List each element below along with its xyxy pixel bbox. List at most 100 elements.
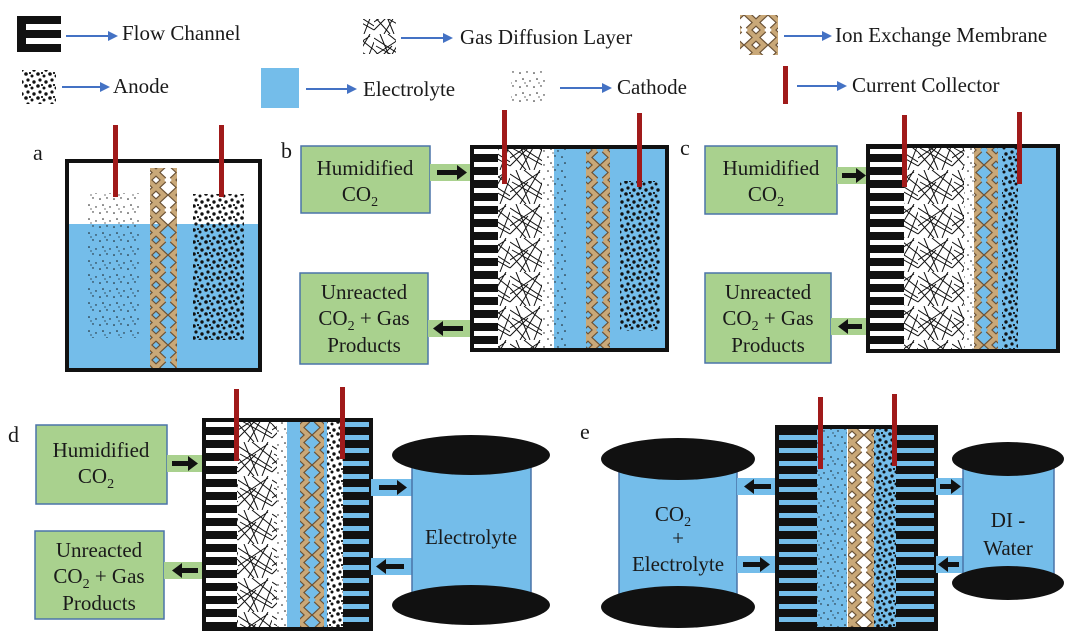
- cathode-layer: [277, 420, 287, 629]
- anode-icon: [22, 70, 56, 104]
- cathode-layer: [964, 146, 976, 351]
- current-collector: [502, 110, 507, 184]
- gas-diffusion-layer-icon: [363, 19, 396, 54]
- legend-flow-channel-label: Flow Channel: [122, 21, 241, 45]
- panel-e: e CO2 + Electrolyte DI -: [580, 394, 1064, 631]
- panel-c-label: c: [680, 135, 690, 160]
- inlet-sub: 2: [777, 195, 784, 210]
- anode-electrode: [620, 181, 660, 331]
- cathode-layer: [554, 147, 566, 350]
- inlet-box: Humidified CO2: [300, 145, 431, 214]
- outlet-sub: 2: [348, 319, 355, 334]
- co2-electrolyte-tank: CO2 + Electrolyte: [601, 438, 755, 628]
- svg-text:CO2: CO2: [655, 502, 691, 530]
- cell-wall: [470, 145, 669, 352]
- panel-e-label: e: [580, 419, 590, 444]
- ion-exchange-membrane: [150, 168, 177, 368]
- panel-b-label: b: [281, 138, 292, 163]
- outlet-line1: Unreacted: [56, 538, 143, 562]
- ion-exchange-membrane: [586, 147, 610, 350]
- svg-text:CO2: CO2: [342, 182, 378, 210]
- flow-channel: [868, 146, 904, 351]
- inlet-co: CO: [342, 182, 371, 206]
- ion-exchange-membrane: [848, 427, 874, 629]
- current-collector: [234, 389, 239, 461]
- water-out-arrow: [938, 557, 959, 572]
- water-in-arrow: [940, 479, 961, 494]
- outlet-line3: Products: [62, 591, 136, 615]
- gas-diffusion-layer: [237, 420, 277, 629]
- feed-arrow: [743, 557, 770, 572]
- electrolyte-tank: Electrolyte: [392, 435, 550, 625]
- anode-electrode: [327, 420, 343, 629]
- inlet-line1: Humidified: [723, 156, 820, 180]
- tank-co: CO: [655, 502, 684, 526]
- panel-d: d Humidified CO2 Unreacted CO2 + Gas Pro…: [8, 387, 550, 631]
- panel-d-label: d: [8, 422, 19, 447]
- electrolyte-out-arrow: [379, 480, 407, 495]
- panel-a: a: [33, 125, 262, 372]
- current-collector: [892, 394, 897, 466]
- outlet-line1: Unreacted: [725, 280, 812, 304]
- outlet-arrow: [433, 321, 463, 336]
- ion-exchange-membrane: [300, 420, 324, 629]
- outlet-line1: Unreacted: [321, 280, 408, 304]
- current-collector: [219, 125, 224, 197]
- cell-wall: [775, 425, 938, 631]
- di-water-tank: DI - Water: [952, 442, 1064, 600]
- flow-channel: [472, 147, 498, 350]
- legend-ion-exchange-membrane-label: Ion Exchange Membrane: [835, 23, 1047, 47]
- panel-c: c Humidified CO2 Unreacted CO2 + Gas Pro…: [680, 112, 1060, 364]
- tank-sub: 2: [684, 515, 691, 530]
- current-collector: [902, 115, 907, 187]
- legend-cathode-label: Cathode: [617, 75, 687, 99]
- inlet-arrow: [842, 168, 866, 183]
- inlet-line1: Humidified: [317, 156, 414, 180]
- flow-channel: [777, 427, 817, 629]
- inlet-sub: 2: [107, 477, 114, 492]
- cell-wall: [202, 418, 373, 631]
- electrolyte-icon: [261, 68, 299, 108]
- outlet-co: CO: [318, 306, 347, 330]
- cathode-electrode: [193, 194, 244, 340]
- svg-text:CO2 + Gas: CO2 + Gas: [53, 564, 144, 592]
- outlet-box: Unreacted CO2 + Gas Products: [299, 272, 429, 365]
- outlet-box: Unreacted CO2 + Gas Products: [34, 530, 165, 620]
- flow-channel-icon: [17, 16, 61, 52]
- cell-wall: [65, 159, 262, 372]
- inlet-sub: 2: [371, 195, 378, 210]
- gas-diffusion-layer: [904, 146, 964, 351]
- ion-exchange-membrane: [974, 146, 998, 351]
- inlet-box: Humidified CO2: [704, 145, 838, 215]
- tank-line1: DI -: [991, 508, 1025, 532]
- panel-b: b Humidified CO2 Unreacted CO2 + Gas Pro…: [281, 110, 669, 365]
- svg-text:CO2: CO2: [748, 182, 784, 210]
- inlet-arrow: [172, 456, 198, 471]
- outlet-co: CO: [722, 306, 751, 330]
- outlet-gas: + Gas: [759, 306, 814, 330]
- current-collector: [113, 125, 118, 197]
- cathode-layer: [542, 147, 554, 350]
- tank-label: Electrolyte: [425, 525, 517, 549]
- outlet-co: CO: [53, 564, 82, 588]
- svg-text:CO2 + Gas: CO2 + Gas: [318, 306, 409, 334]
- outlet-gas: + Gas: [355, 306, 410, 330]
- flow-channel: [204, 420, 237, 629]
- outlet-arrow: [172, 563, 198, 578]
- outlet-line3: Products: [731, 333, 805, 357]
- tank-line2: Water: [983, 536, 1033, 560]
- svg-text:CO2: CO2: [78, 464, 114, 492]
- current-collector: [1017, 112, 1022, 184]
- outlet-sub: 2: [83, 577, 90, 592]
- electrolyte-in-arrow: [376, 559, 404, 574]
- tank-electrolyte: Electrolyte: [632, 552, 724, 576]
- inlet-co: CO: [78, 464, 107, 488]
- svg-text:CO2 + Gas: CO2 + Gas: [722, 306, 813, 334]
- legend-electrolyte-label: Electrolyte: [363, 77, 455, 101]
- inlet-box: Humidified CO2: [35, 424, 168, 505]
- panel-a-label: a: [33, 140, 43, 165]
- cathode-icon: [511, 70, 545, 104]
- inlet-co: CO: [748, 182, 777, 206]
- outlet-sub: 2: [752, 319, 759, 334]
- inlet-arrow: [437, 165, 467, 180]
